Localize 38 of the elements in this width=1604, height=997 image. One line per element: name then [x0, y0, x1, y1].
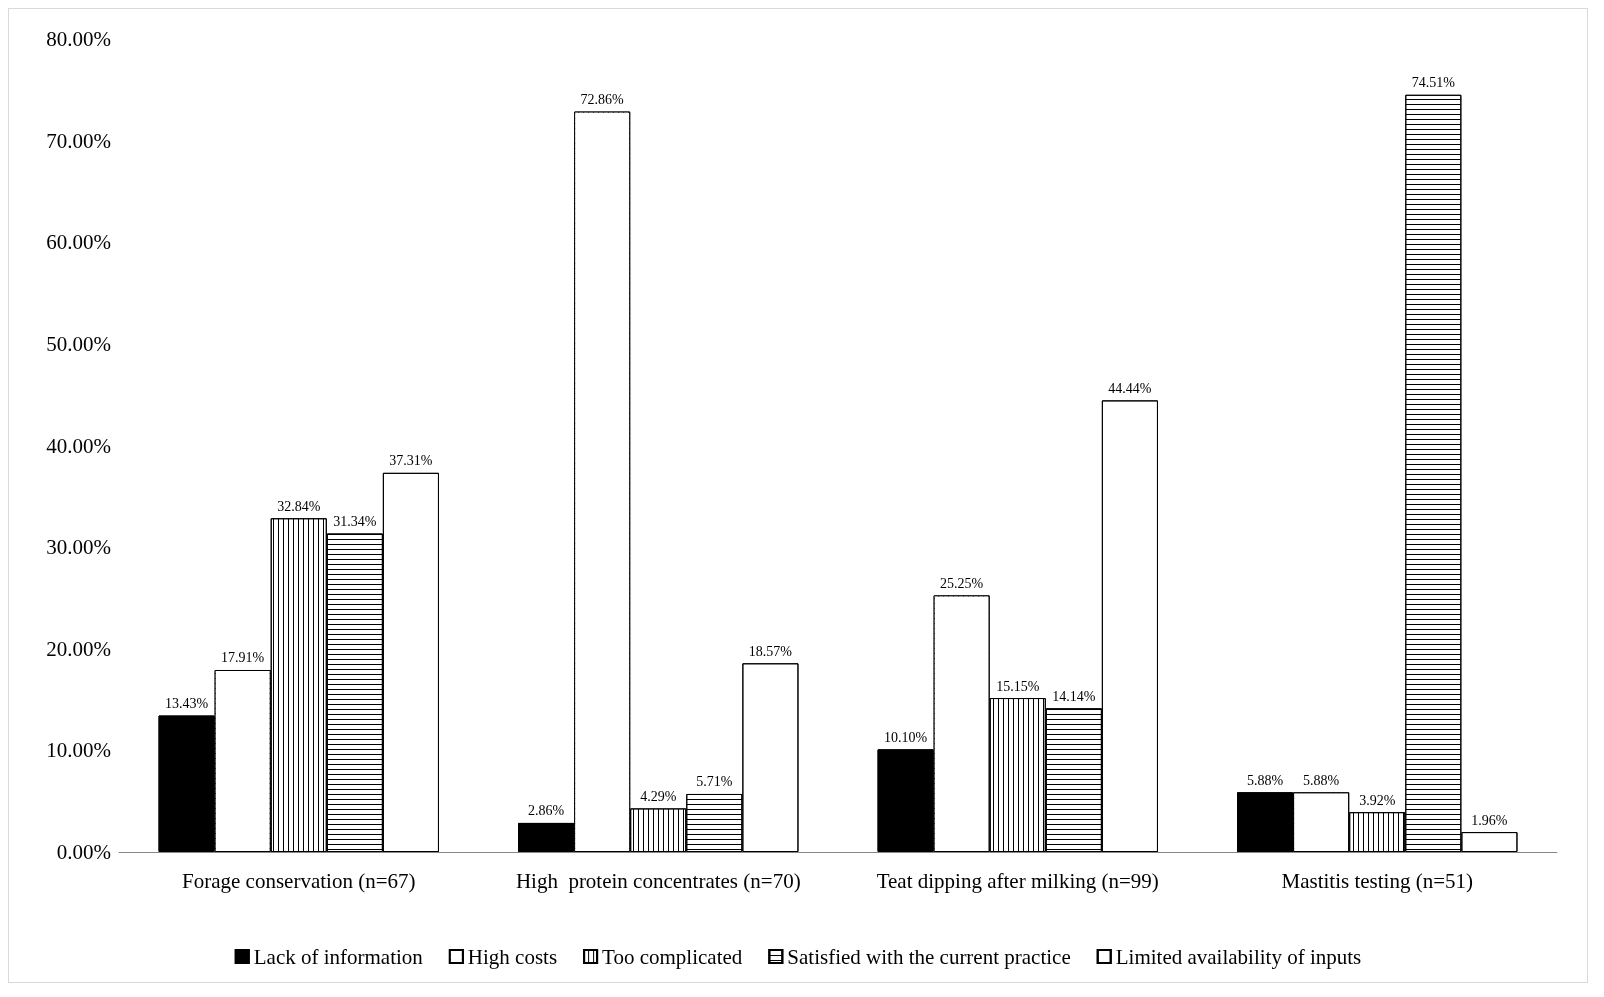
data-label: 72.86% [580, 92, 625, 108]
y-tick-label: 20.00% [46, 636, 111, 661]
data-label: 13.43% [165, 696, 209, 712]
x-tick-label: High protein concentrates (n=70) [515, 868, 801, 893]
legend-label: Limited availability of inputs [1115, 944, 1362, 969]
data-label: 44.44% [1108, 380, 1152, 396]
data-label: 31.34% [333, 514, 377, 530]
data-label: 15.15% [996, 678, 1040, 694]
y-tick-label: 70.00% [46, 128, 111, 153]
data-label: 74.51% [1411, 75, 1456, 91]
legend-label: High costs [467, 944, 558, 969]
data-label: 2.86% [528, 803, 565, 819]
data-label: 5.71% [696, 774, 733, 790]
x-tick-label: Teat dipping after milking (n=99) [876, 868, 1159, 893]
data-label: 10.10% [884, 729, 928, 745]
data-label: 32.84% [277, 498, 321, 514]
data-label: 3.92% [1359, 792, 1396, 808]
data-label: 5.88% [1247, 772, 1284, 788]
x-tick-label: Forage conservation (n=67) [182, 868, 416, 893]
data-label: 14.14% [1052, 688, 1096, 704]
y-tick-label: 60.00% [46, 230, 111, 255]
data-label: 18.57% [748, 643, 793, 659]
data-label: 4.29% [640, 788, 677, 804]
data-label: 37.31% [389, 453, 433, 469]
data-label: 17.91% [221, 650, 265, 666]
y-tick-label: 40.00% [46, 433, 111, 458]
x-tick-label: Mastitis testing (n=51) [1281, 868, 1474, 893]
legend-label: Too complicated [602, 944, 743, 969]
legend-label: Lack of information [253, 944, 424, 969]
data-label: 25.25% [940, 575, 984, 591]
y-tick-label: 80.00% [46, 27, 111, 51]
legend-label: Satisfied with the current practice [787, 944, 1071, 969]
data-label: 5.88% [1303, 772, 1340, 788]
y-tick-label: 50.00% [46, 331, 111, 356]
y-tick-label: 0.00% [56, 840, 111, 864]
y-tick-label: 10.00% [46, 738, 111, 763]
y-tick-label: 30.00% [46, 535, 111, 560]
data-label: 1.96% [1471, 812, 1508, 828]
